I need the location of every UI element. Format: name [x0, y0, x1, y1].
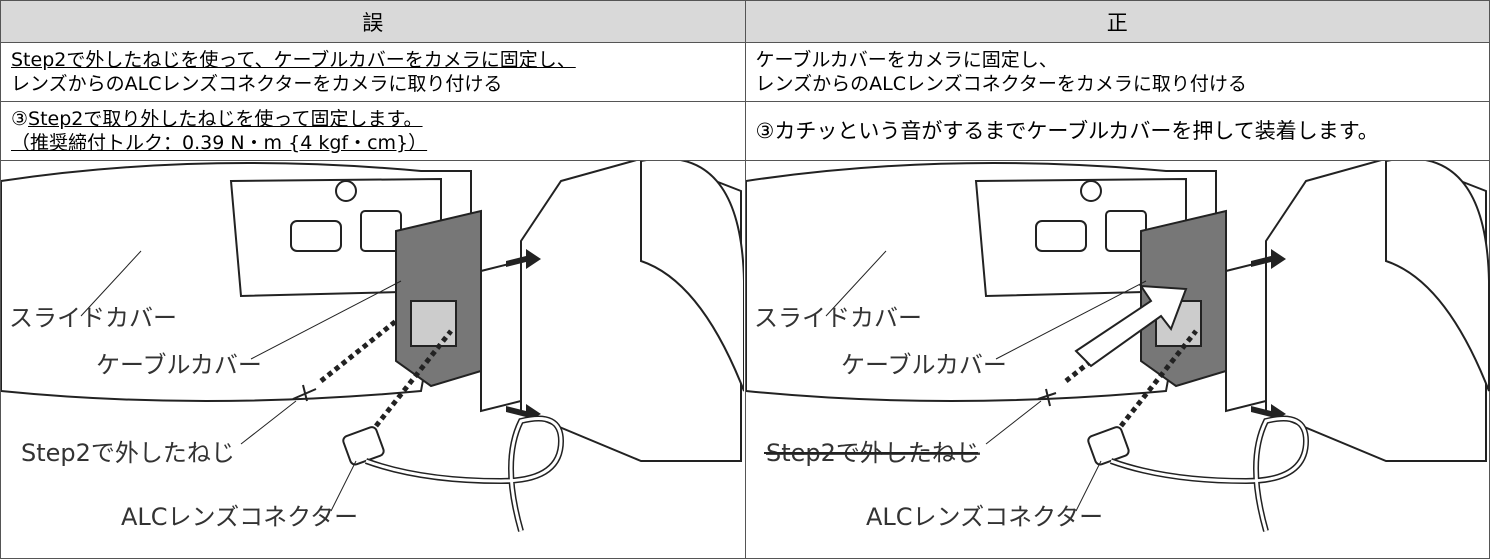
lens-mount: [1226, 261, 1266, 411]
label: スライドカバー: [754, 304, 922, 332]
cell: ③Step2で取り外したねじを使って固定します。（推奨締付トルク：0.39 N・…: [1, 102, 746, 161]
text-line: レンズからのALCレンズコネクターをカメラに取り付ける: [756, 73, 1247, 95]
text-line: ③カチッという音がするまでケーブルカバーを押して装着します。: [756, 119, 1379, 143]
leader: [241, 401, 296, 444]
label: ケーブルカバー: [96, 351, 262, 379]
text: ③: [11, 108, 28, 130]
figure-cell: スライドカバーケーブルカバー Step2で外したねじ ALCレンズコネクター: [1, 161, 746, 559]
connector-socket: [411, 301, 456, 346]
cell: ケーブルカバーをカメラに固定し、レンズからのALCレンズコネクターをカメラに取り…: [745, 43, 1490, 102]
label: ALCレンズコネクター: [866, 503, 1103, 531]
cell: Step2で外したねじを使って、ケーブルカバーをカメラに固定し、レンズからのAL…: [1, 43, 746, 102]
text-line: ケーブルカバーをカメラに固定し、: [756, 49, 1058, 71]
plug: [342, 426, 385, 466]
cable-cover: [396, 211, 481, 386]
cable: [366, 419, 561, 532]
plug: [1086, 426, 1129, 466]
cable: [1111, 419, 1306, 532]
text: Step2で取り外したねじを使って固定します。: [28, 108, 423, 130]
label: Step2で外したねじ: [21, 439, 235, 467]
leader: [986, 401, 1041, 444]
text-line: レンズからのALCレンズコネクターをカメラに取り付ける: [11, 73, 502, 95]
lens-mount: [481, 261, 521, 411]
text-line: （推奨締付トルク：0.39 N・m {4 kgf・cm}）: [11, 132, 427, 154]
header-wrong: 誤: [1, 1, 746, 43]
text-line: Step2で外したねじを使って、ケーブルカバーをカメラに固定し、: [11, 49, 576, 71]
cell: ③カチッという音がするまでケーブルカバーを押して装着します。: [745, 102, 1490, 161]
label: スライドカバー: [9, 304, 177, 332]
label: ケーブルカバー: [841, 351, 1007, 379]
label: ALCレンズコネクター: [121, 503, 358, 531]
header-correct: 正: [745, 1, 1490, 43]
